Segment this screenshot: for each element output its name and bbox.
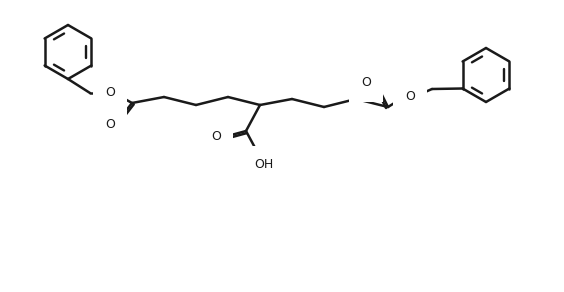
Text: O: O — [211, 131, 221, 143]
Text: O: O — [361, 77, 371, 90]
Text: O: O — [105, 119, 115, 131]
Text: O: O — [405, 91, 415, 103]
Text: OH: OH — [254, 159, 274, 171]
Text: O: O — [105, 86, 115, 100]
